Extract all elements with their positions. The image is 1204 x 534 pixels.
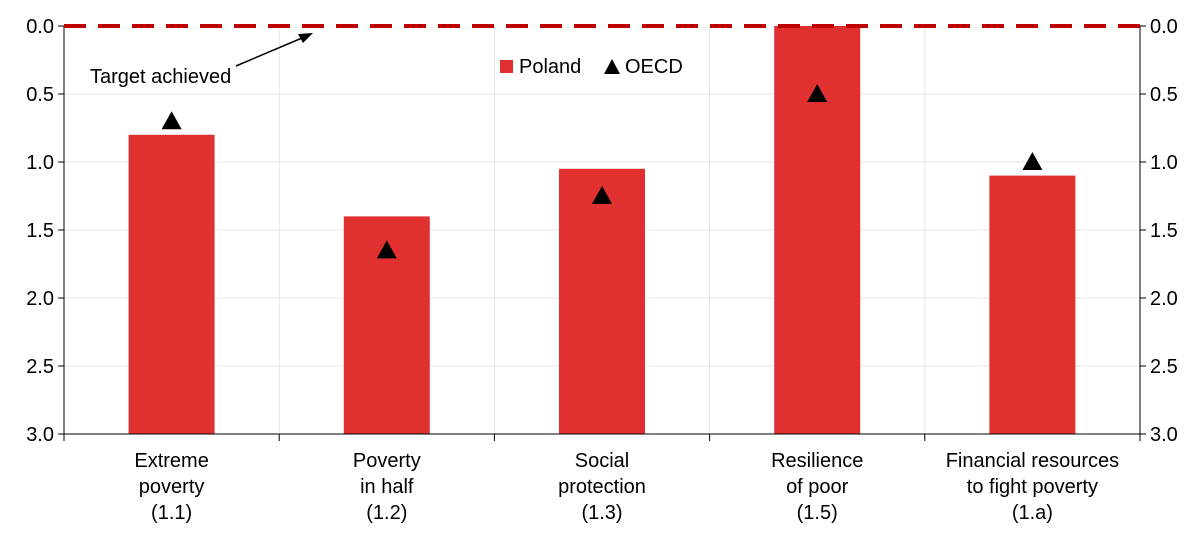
category-label-line: (1.a) xyxy=(1012,502,1053,524)
category-label: Social protection (1.3) xyxy=(558,450,646,524)
category-label-line: Extreme xyxy=(134,450,208,472)
category-label-line: Financial resources xyxy=(946,450,1119,472)
markers-oecd xyxy=(161,84,1043,259)
category-label-line: Poverty xyxy=(353,450,421,472)
y-tick-label-right: 0.0 xyxy=(1150,16,1178,38)
marker-oecd xyxy=(161,111,182,130)
marker-oecd xyxy=(376,240,397,259)
y-axis-left: 0.0 0.5 1.0 1.5 2.0 2.5 3.0 xyxy=(26,16,64,446)
y-axis-right: 0.0 0.5 1.0 1.5 2.0 2.5 3.0 xyxy=(1140,16,1178,446)
legend-marker-oecd xyxy=(604,59,620,74)
y-tick-label-right: 2.0 xyxy=(1150,288,1178,310)
x-axis-labels: Extreme poverty (1.1) Poverty in half (1.2) So… xyxy=(134,450,1119,524)
category-label-line: (1.1) xyxy=(151,502,192,524)
category-label-line: in half xyxy=(360,476,414,498)
bar-poland xyxy=(559,168,645,435)
category-label-line: poverty xyxy=(139,476,205,498)
y-tick-label-right: 1.0 xyxy=(1150,152,1178,174)
category-label-line: (1.5) xyxy=(797,502,838,524)
legend: Poland OECD xyxy=(500,56,683,78)
y-tick-label-right: 1.5 xyxy=(1150,220,1178,242)
annotation: Target achieved xyxy=(90,33,313,88)
category-label: Resilience of poor (1.5) xyxy=(771,450,863,524)
category-label-line: (1.3) xyxy=(581,502,622,524)
y-tick-label-left: 2.5 xyxy=(26,356,54,378)
y-tick-label-left: 2.0 xyxy=(26,288,54,310)
y-tick-label-left: 1.0 xyxy=(26,152,54,174)
annotation-text: Target achieved xyxy=(90,66,231,88)
legend-swatch-poland xyxy=(500,60,513,73)
marker-oecd xyxy=(1022,152,1043,170)
category-label: Poverty in half (1.2) xyxy=(353,450,421,524)
marker-oecd xyxy=(807,84,828,102)
category-label: Financial resources to fight poverty (1.a) xyxy=(946,450,1119,524)
y-tick-label-right: 2.5 xyxy=(1150,356,1178,378)
bar-poland xyxy=(128,134,215,435)
y-tick-label-left: 1.5 xyxy=(26,220,54,242)
category-label-line: (1.2) xyxy=(366,502,407,524)
category-label-line: protection xyxy=(558,476,646,498)
bar-poland xyxy=(989,175,1076,434)
category-label-line: Social xyxy=(575,450,629,472)
y-tick-label-right: 3.0 xyxy=(1150,424,1178,446)
annotation-arrow xyxy=(235,37,303,67)
legend-label-oecd: OECD xyxy=(625,56,683,78)
y-tick-label-left: 0.0 xyxy=(26,16,54,38)
y-tick-label-left: 3.0 xyxy=(26,424,54,446)
annotation-arrowhead xyxy=(298,33,313,43)
category-label: Extreme poverty (1.1) xyxy=(134,450,208,524)
category-label-line: Resilience xyxy=(771,450,863,472)
category-label-line: of poor xyxy=(786,476,849,498)
category-label-line: to fight poverty xyxy=(967,476,1098,498)
marker-oecd xyxy=(592,186,612,204)
y-tick-label-right: 0.5 xyxy=(1150,84,1178,106)
legend-label-poland: Poland xyxy=(519,56,581,78)
y-tick-label-left: 0.5 xyxy=(26,84,54,106)
bars-poland xyxy=(128,26,1076,435)
